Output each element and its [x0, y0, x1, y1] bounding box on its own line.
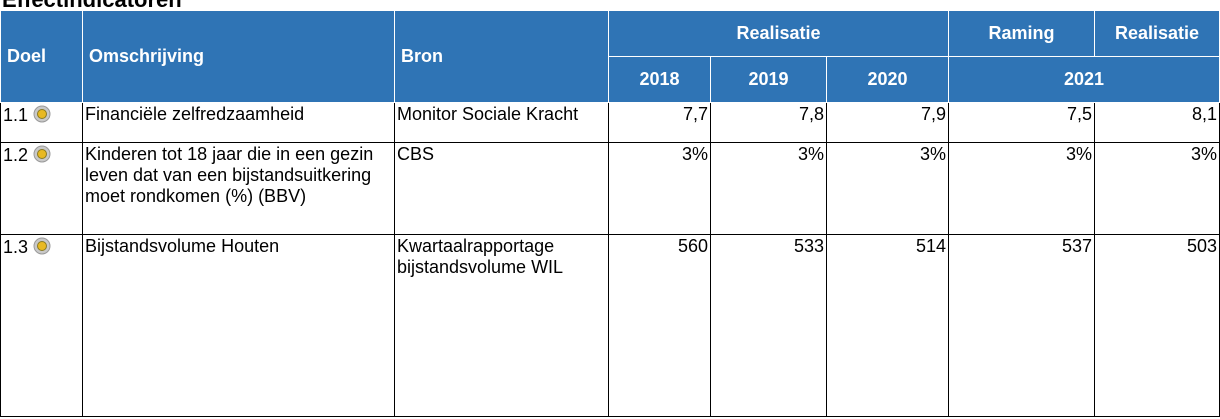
cell-text: Monitor Sociale Kracht — [397, 104, 579, 124]
cell-text: Financiële zelfredzaamheid — [85, 104, 305, 124]
header-cell: Omschrijving — [82, 10, 395, 103]
value-cell: 3% — [948, 142, 1096, 235]
text-cell: Bijstandsvolume Houten — [82, 234, 395, 417]
table-row: 1.3 Bijstandsvolume Houten Kwartaalrapport… — [0, 234, 1220, 417]
icon — [33, 105, 51, 123]
header-cell: Doel — [0, 10, 83, 103]
cell-text: 7,9 — [921, 104, 947, 124]
indicator-table: Doel Omschrijving Bron Realisatie Raming… — [0, 10, 1220, 417]
section-title: Effectindicatoren — [2, 0, 182, 13]
cell-text: 1.2 — [3, 145, 29, 165]
value-cell: 7,5 — [948, 102, 1096, 143]
goal-cell: 1.1 — [0, 102, 83, 143]
value-cell: 514 — [825, 234, 950, 417]
header-cell: Raming — [948, 10, 1096, 57]
cell-text: Kwartaalrapportage bijstandsvolume WIL — [397, 236, 564, 277]
cell-text: 514 — [915, 236, 947, 256]
text-cell: Kwartaalrapportage bijstandsvolume WIL — [394, 234, 609, 417]
cell-text: 7,7 — [682, 104, 708, 124]
value-cell: 537 — [948, 234, 1096, 417]
cell-text: 1.3 — [3, 237, 29, 257]
value-cell: 3% — [710, 142, 827, 235]
header-cell: Bron — [394, 10, 609, 103]
cell-text: 537 — [1061, 236, 1093, 256]
text-cell: Monitor Sociale Kracht — [394, 102, 609, 143]
table-row: 1.2 Kinderen tot 18 jaar die in een gezin… — [0, 142, 1220, 235]
value-cell: 7,9 — [825, 102, 950, 143]
header-cell: Realisatie — [1094, 10, 1220, 57]
year-cell: 2020 — [825, 56, 950, 103]
table-header: Doel Omschrijving Bron Realisatie Raming… — [0, 10, 1220, 103]
value-cell: 560 — [608, 234, 711, 417]
value-cell: 8,1 — [1094, 102, 1220, 143]
goal-cell: 1.2 — [0, 142, 83, 235]
value-cell: 7,8 — [710, 102, 827, 143]
cell-text: 1.1 — [3, 105, 29, 125]
cell-text: 560 — [677, 236, 708, 256]
text-cell: CBS — [394, 142, 609, 235]
goal-cell: 1.3 — [0, 234, 83, 417]
cell-text: 3% — [797, 144, 824, 164]
cell-text: 7,5 — [1067, 104, 1093, 124]
value-cell: 7,7 — [608, 102, 711, 143]
text-cell: Financiële zelfredzaamheid — [82, 102, 395, 143]
value-cell: 533 — [710, 234, 827, 417]
header-cell: Realisatie — [607, 10, 950, 57]
cell-text: 3% — [681, 144, 708, 164]
value-cell: 3% — [1094, 142, 1220, 235]
icon — [33, 237, 51, 255]
cell-text: 7,8 — [798, 104, 824, 124]
cell-text: 503 — [1186, 236, 1218, 256]
year-cell: 2019 — [710, 56, 827, 103]
value-cell: 3% — [608, 142, 711, 235]
cell-text: 8,1 — [1192, 104, 1218, 124]
cell-text: Bijstandsvolume Houten — [85, 236, 280, 256]
table-body: 1.1 Financiële zelfredzaamheid Monitor Soc… — [0, 102, 1220, 417]
value-cell: 503 — [1094, 234, 1220, 417]
cell-text: Kinderen tot 18 jaar die in een gezin le… — [85, 144, 374, 206]
cell-text: 3% — [920, 144, 947, 164]
cell-text: 3% — [1191, 144, 1218, 164]
cell-text: CBS — [397, 144, 435, 164]
year-cell: 2021 — [948, 56, 1220, 103]
value-cell: 3% — [825, 142, 950, 235]
cell-text: 3% — [1066, 144, 1093, 164]
text-cell: Kinderen tot 18 jaar die in een gezin le… — [82, 142, 395, 235]
icon — [33, 145, 51, 163]
cell-text: 533 — [793, 236, 824, 256]
year-cell: 2018 — [608, 56, 711, 103]
table-row: 1.1 Financiële zelfredzaamheid Monitor Soc… — [0, 102, 1220, 143]
